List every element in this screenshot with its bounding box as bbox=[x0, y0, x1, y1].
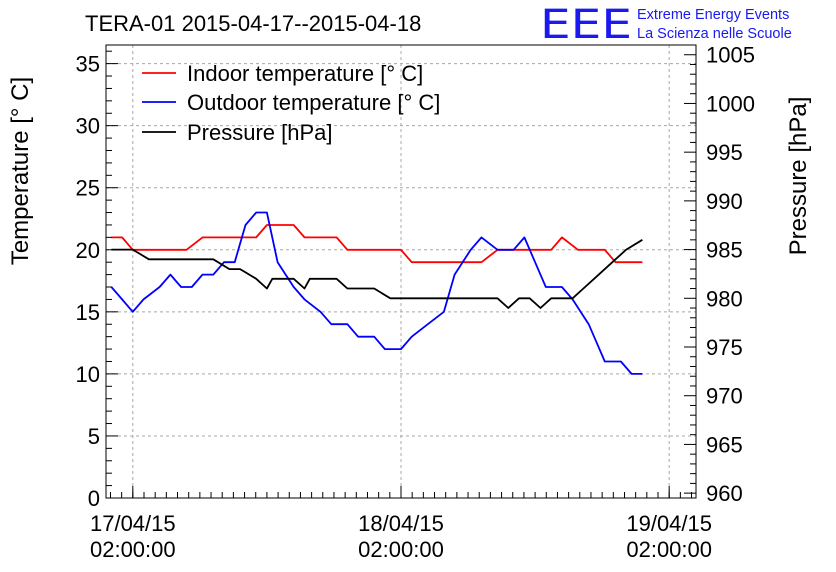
series-line-indoor-temperature bbox=[111, 224, 643, 264]
x-tick-label-time: 02:00:00 bbox=[358, 537, 444, 562]
y2-tick-label: 960 bbox=[706, 481, 743, 506]
y-tick-label: 20 bbox=[76, 238, 100, 263]
y2-tick-label: 990 bbox=[706, 189, 743, 214]
y-tick-label: 0 bbox=[88, 486, 100, 511]
legend-label-indoor: Indoor temperature [° C] bbox=[187, 61, 423, 86]
eee-logo-mark: EEE bbox=[540, 2, 632, 48]
y-tick-label: 10 bbox=[76, 362, 100, 387]
logo-line-1: Extreme Energy Events bbox=[637, 7, 789, 23]
chart-title: TERA-01 2015-04-17--2015-04-18 bbox=[85, 11, 421, 36]
logo-line-2: La Scienza nelle Scuole bbox=[637, 26, 792, 42]
x-tick-label-time: 02:00:00 bbox=[626, 537, 712, 562]
y-tick-label: 35 bbox=[76, 52, 100, 77]
y2-tick-label: 970 bbox=[706, 384, 743, 409]
axes: 0 5 10 15 20 25 30 35 960 965 970 975 980 985 990 995 10… bbox=[76, 43, 755, 562]
y2-tick-label: 980 bbox=[706, 286, 743, 311]
y-axis-label: Temperature [° C] bbox=[7, 77, 34, 265]
series-line-pressure bbox=[111, 239, 643, 309]
legend: Indoor temperature [° C] Outdoor tempera… bbox=[142, 61, 440, 145]
x-tick-label-date: 19/04/15 bbox=[626, 511, 712, 536]
y2-tick-label: 995 bbox=[706, 140, 743, 165]
y-tick-label: 25 bbox=[76, 176, 100, 201]
x-tick-label-date: 17/04/15 bbox=[90, 511, 176, 536]
series-line-outdoor-temperature bbox=[110, 211, 643, 375]
legend-label-outdoor: Outdoor temperature [° C] bbox=[187, 90, 440, 115]
y-tick-label: 5 bbox=[88, 424, 100, 449]
y2-tick-label: 985 bbox=[706, 238, 743, 263]
y2-axis-label: Pressure [hPa] bbox=[785, 97, 812, 256]
y2-tick-label: 965 bbox=[706, 432, 743, 457]
eee-logo: EEE Extreme Energy Events La Scienza nel… bbox=[540, 2, 792, 48]
series-layer bbox=[110, 211, 643, 375]
y2-tick-label: 1000 bbox=[706, 91, 755, 116]
x-tick-label-date: 18/04/15 bbox=[358, 511, 444, 536]
y-tick-label: 30 bbox=[76, 114, 100, 139]
legend-label-pressure: Pressure [hPa] bbox=[187, 120, 333, 145]
y2-tick-label: 1005 bbox=[706, 43, 755, 68]
y-tick-label: 15 bbox=[76, 300, 100, 325]
y2-tick-label: 975 bbox=[706, 335, 743, 360]
x-tick-label-time: 02:00:00 bbox=[90, 537, 176, 562]
